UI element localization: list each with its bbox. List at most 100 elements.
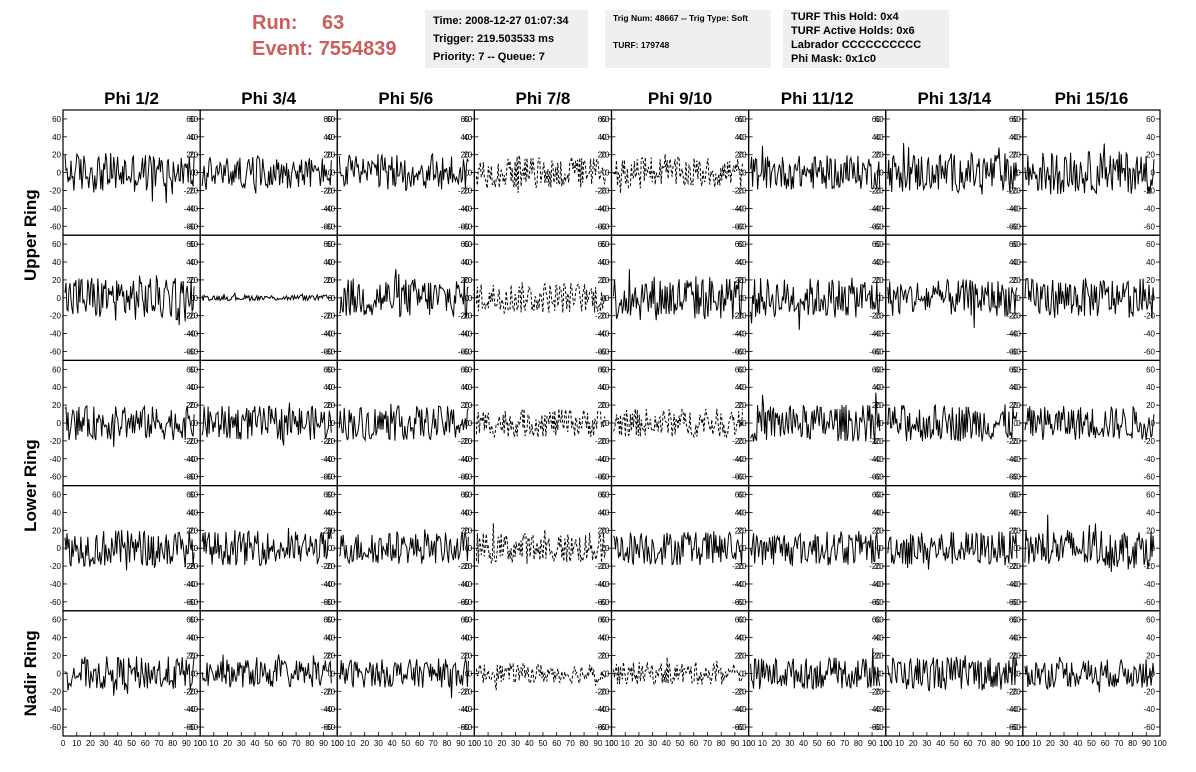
waveform-series: [750, 277, 881, 330]
x-tick-label: 80: [717, 739, 726, 748]
y-tick-label: -20: [49, 687, 61, 696]
y-tick-label-right: 20: [1146, 652, 1155, 661]
y-tick-label-right: 60: [186, 115, 195, 124]
y-tick-label-right: 20: [735, 401, 744, 410]
y-tick-label: -20: [461, 312, 473, 321]
x-tick-label: 60: [826, 739, 835, 748]
y-tick-label-right: 60: [1009, 240, 1018, 249]
y-tick-label: 20: [189, 526, 198, 535]
y-tick-label: 20: [52, 526, 61, 535]
y-tick-label: 0: [605, 419, 610, 428]
y-tick-label-right: -40: [732, 455, 744, 464]
row-header-3: Nadir Ring: [21, 630, 40, 716]
y-tick-label: -20: [598, 562, 610, 571]
y-tick-label-right: -40: [1143, 705, 1155, 714]
waveform-series: [613, 154, 744, 194]
labrador-text: Labrador CCCCCCCCCC: [791, 39, 922, 51]
x-tick-label: 10: [209, 739, 218, 748]
y-tick-label-right: 60: [323, 240, 332, 249]
priority-text: Priority: 7 -- Queue: 7: [433, 51, 545, 63]
y-tick-label-right: -60: [1006, 723, 1018, 732]
y-tick-label-right: 0: [191, 544, 196, 553]
y-tick-label: 20: [601, 401, 610, 410]
y-tick-label-right: -40: [184, 455, 196, 464]
y-tick-label-right: 40: [460, 258, 469, 267]
x-tick-label: 30: [922, 739, 931, 748]
y-tick-label-right: 20: [460, 151, 469, 160]
y-tick-label: -40: [187, 580, 199, 589]
x-tick-label: 50: [950, 739, 959, 748]
x-tick-label: 70: [292, 739, 301, 748]
y-tick-label: 20: [738, 652, 747, 661]
y-tick-label-right: -60: [458, 222, 470, 231]
y-tick-label-right: -20: [1143, 562, 1155, 571]
y-tick-label: -60: [1009, 598, 1021, 607]
y-tick-label: 0: [742, 169, 747, 178]
y-tick-label-right: -60: [458, 723, 470, 732]
y-tick-label-right: 60: [598, 240, 607, 249]
y-tick-label: 40: [1012, 258, 1021, 267]
y-tick-label-right: -20: [1006, 437, 1018, 446]
y-tick-label-right: -20: [1143, 312, 1155, 321]
y-tick-label: 20: [189, 401, 198, 410]
y-tick-label-right: 20: [1009, 652, 1018, 661]
y-tick-label: -60: [324, 723, 336, 732]
y-tick-label-right: -60: [184, 598, 196, 607]
y-tick-label-right: 60: [186, 365, 195, 374]
y-tick-label-right: 20: [186, 151, 195, 160]
y-tick-label-right: -20: [321, 437, 333, 446]
y-tick-label: -20: [1009, 562, 1021, 571]
y-tick-label: 20: [326, 151, 335, 160]
y-tick-label: 0: [1016, 294, 1021, 303]
y-tick-label-right: 20: [323, 526, 332, 535]
y-tick-label-right: -40: [869, 705, 881, 714]
turf-this-hold-text: TURF This Hold: 0x4: [791, 11, 899, 23]
y-tick-label: 60: [1012, 365, 1021, 374]
y-tick-label: 0: [468, 294, 473, 303]
y-tick-label: 40: [189, 383, 198, 392]
y-tick-label-right: -40: [1006, 705, 1018, 714]
x-tick-label: 90: [1005, 739, 1014, 748]
x-tick-label: 100: [879, 739, 893, 748]
y-tick-label-right: -60: [1143, 347, 1155, 356]
y-tick-label: 20: [738, 276, 747, 285]
y-tick-label: -40: [49, 204, 61, 213]
y-tick-label-right: 0: [1151, 669, 1156, 678]
y-tick-label-right: -20: [458, 687, 470, 696]
y-tick-label-right: -20: [184, 562, 196, 571]
y-tick-label: 20: [875, 276, 884, 285]
column-header-1: Phi 1/2: [104, 89, 159, 108]
y-tick-label: 0: [879, 669, 884, 678]
y-tick-label: 60: [738, 616, 747, 625]
y-tick-label: 40: [601, 383, 610, 392]
run-label: Run:: [252, 12, 298, 34]
y-tick-label: 60: [463, 491, 472, 500]
y-tick-label: -20: [598, 312, 610, 321]
y-tick-label: 20: [1012, 151, 1021, 160]
y-tick-label: -60: [461, 347, 473, 356]
y-tick-label-right: -40: [732, 330, 744, 339]
x-tick-label: 50: [813, 739, 822, 748]
y-tick-label-right: -40: [595, 580, 607, 589]
y-tick-label: -40: [187, 455, 199, 464]
y-tick-label: 20: [326, 652, 335, 661]
y-tick-label: 60: [326, 616, 335, 625]
y-tick-label: -40: [461, 580, 473, 589]
y-tick-label: -40: [598, 330, 610, 339]
y-tick-label-right: 40: [735, 133, 744, 142]
x-tick-label: 10: [347, 739, 356, 748]
waveform-series: [750, 392, 881, 444]
column-header-8: Phi 15/16: [1055, 89, 1129, 108]
y-tick-label-right: 40: [1009, 133, 1018, 142]
y-tick-label-right: -60: [321, 598, 333, 607]
y-tick-label-right: 60: [1146, 365, 1155, 374]
y-tick-label: -40: [324, 204, 336, 213]
y-tick-label-right: -60: [595, 723, 607, 732]
waveform-series: [64, 656, 195, 696]
y-tick-label-right: -20: [1143, 437, 1155, 446]
y-tick-label: -60: [187, 222, 199, 231]
x-tick-label: 40: [251, 739, 260, 748]
y-tick-label-right: -60: [321, 347, 333, 356]
y-tick-label: 40: [52, 258, 61, 267]
y-tick-label-right: 0: [1013, 669, 1018, 678]
